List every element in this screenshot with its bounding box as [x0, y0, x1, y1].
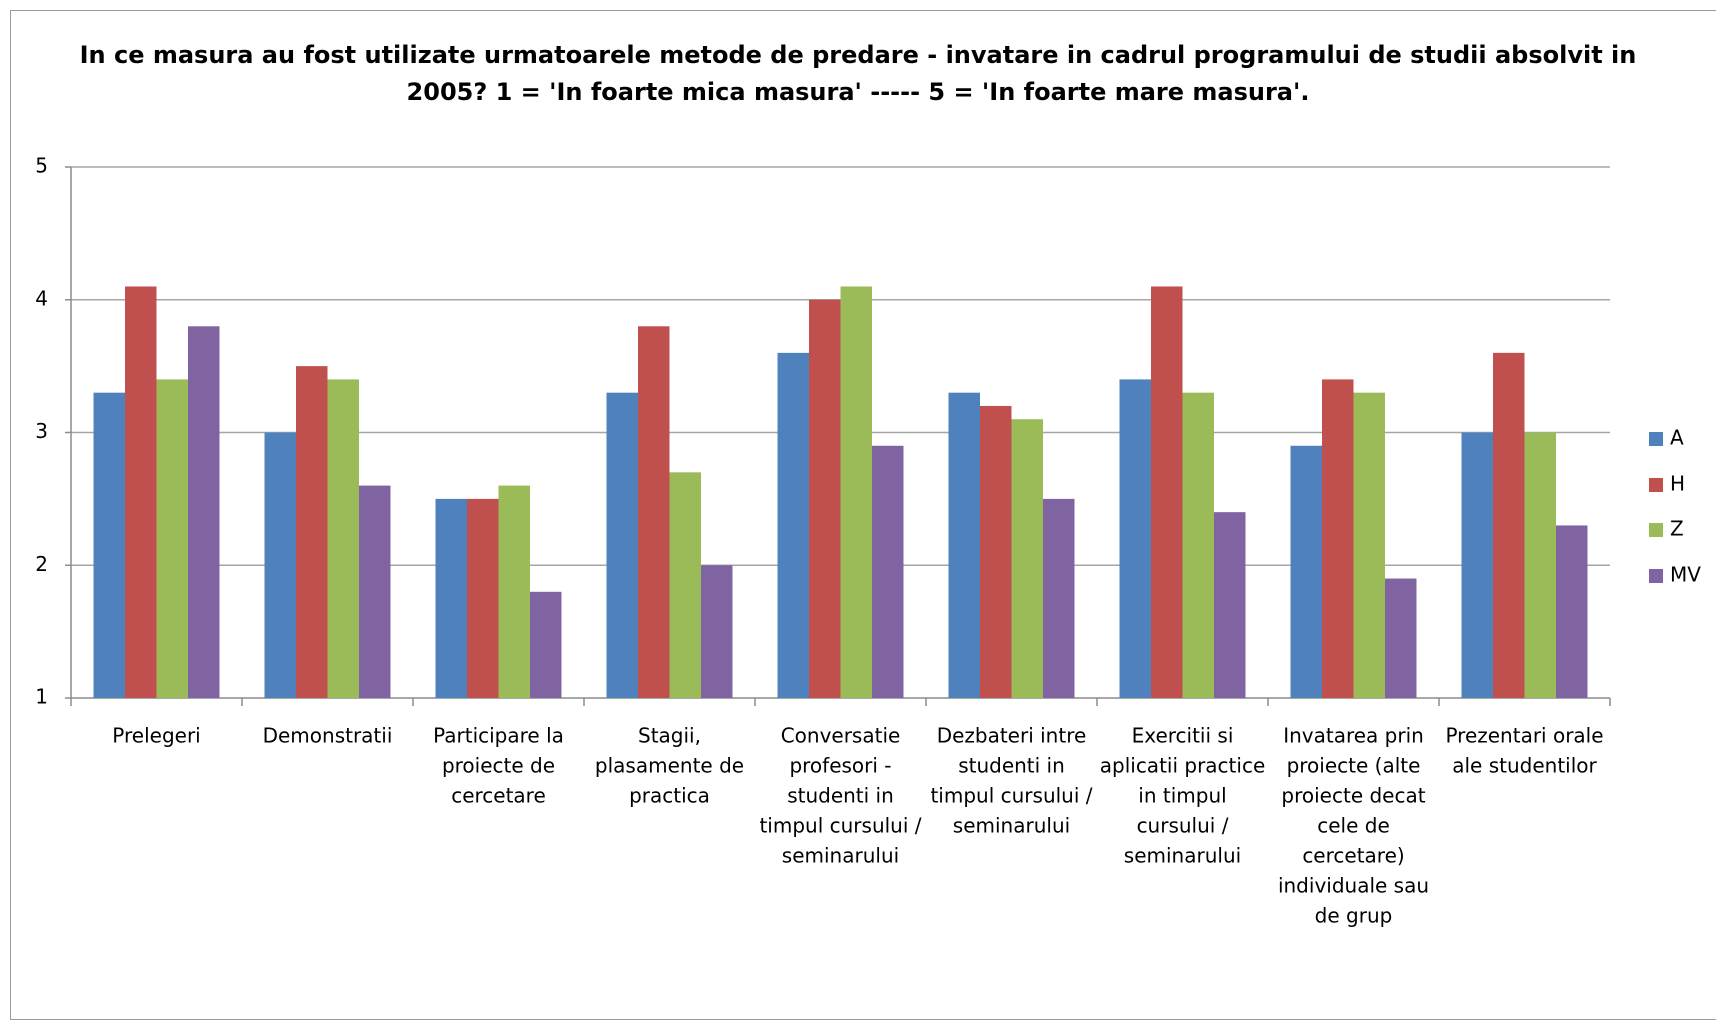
x-tick-label: cercetare) — [1302, 844, 1404, 868]
bar-a — [1461, 432, 1493, 698]
legend-label: Z — [1670, 517, 1684, 541]
y-tick-label: 3 — [35, 419, 48, 443]
x-tick-label: timpul cursului / — [759, 814, 921, 838]
x-tick-label: studenti in — [787, 784, 894, 808]
legend-label: A — [1670, 426, 1684, 450]
bar-h — [467, 498, 499, 698]
x-tick-label: Dezbateri intre — [937, 724, 1087, 748]
x-tick-label: seminarului — [1124, 844, 1241, 868]
legend-label: MV — [1670, 563, 1701, 587]
bar-mv — [1043, 498, 1075, 698]
x-tick-label: Prezentari orale — [1445, 724, 1603, 748]
bar-mv — [1556, 525, 1588, 698]
bar-a — [1290, 445, 1322, 698]
x-tick-label: proiecte decat — [1281, 784, 1425, 808]
x-tick-label: Stagii, — [638, 724, 701, 748]
y-tick-label: 5 — [35, 154, 48, 178]
x-tick-label: Exercitii si — [1132, 724, 1234, 748]
bar-a — [264, 432, 296, 698]
legend-swatch-mv — [1649, 569, 1663, 583]
x-tick-label: profesori - — [789, 754, 891, 778]
x-tick-label: ale studentilor — [1452, 754, 1597, 778]
x-tick-label: studenti in — [958, 754, 1065, 778]
x-tick-label: Participare la — [433, 724, 564, 748]
bar-h — [638, 326, 670, 698]
legend-swatch-a — [1649, 432, 1663, 446]
bar-mv — [188, 326, 220, 698]
bar-h — [125, 286, 157, 698]
bar-h — [1151, 286, 1183, 698]
bar-z — [498, 485, 530, 698]
bar-z — [1353, 392, 1385, 698]
y-tick-label: 4 — [35, 286, 48, 310]
bar-z — [327, 379, 359, 698]
x-tick-label: seminarului — [953, 814, 1070, 838]
chart-title-line: In ce masura au fost utilizate urmatoare… — [80, 41, 1637, 69]
legend-label: H — [1670, 472, 1685, 496]
chart-title-line: 2005? 1 = 'In foarte mica masura' ----- … — [407, 78, 1310, 106]
bar-h — [1493, 352, 1525, 698]
y-tick-label: 2 — [35, 552, 48, 576]
bar-mv — [530, 591, 562, 698]
bar-a — [606, 392, 638, 698]
x-tick-label: cursului / — [1137, 814, 1229, 838]
x-tick-label: proiecte de — [442, 754, 555, 778]
x-tick-label: practica — [629, 784, 710, 808]
x-tick-label: Demonstratii — [263, 724, 393, 748]
bar-z — [1182, 392, 1214, 698]
bar-h — [980, 405, 1012, 698]
x-tick-label: Prelegeri — [112, 724, 200, 748]
bar-mv — [1214, 512, 1246, 698]
legend-swatch-z — [1649, 523, 1663, 537]
x-tick-label: individuale sau — [1278, 874, 1429, 898]
bar-z — [1524, 432, 1556, 698]
bar-z — [156, 379, 188, 698]
bar-a — [93, 392, 125, 698]
bar-h — [1322, 379, 1354, 698]
bar-z — [1011, 419, 1043, 698]
bar-mv — [1385, 578, 1417, 698]
bar-z — [840, 286, 872, 698]
x-tick-label: cercetare — [451, 784, 546, 808]
bar-mv — [359, 485, 391, 698]
x-tick-label: plasamente de — [595, 754, 744, 778]
x-tick-label: de grup — [1315, 904, 1393, 928]
bar-mv — [701, 565, 733, 698]
x-tick-label: proiecte (alte — [1287, 754, 1421, 778]
bar-a — [948, 392, 980, 698]
bar-a — [777, 352, 809, 698]
bar-a — [435, 498, 467, 698]
bar-h — [296, 366, 328, 698]
x-tick-label: Conversatie — [781, 724, 901, 748]
y-tick-label: 1 — [35, 685, 48, 709]
x-tick-label: seminarului — [782, 844, 899, 868]
bar-h — [809, 299, 841, 698]
x-tick-label: cele de — [1317, 814, 1390, 838]
x-tick-label: Invatarea prin — [1283, 724, 1424, 748]
x-tick-label: aplicatii practice — [1100, 754, 1266, 778]
bar-mv — [872, 445, 904, 698]
x-tick-label: timpul cursului / — [930, 784, 1092, 808]
bar-a — [1119, 379, 1151, 698]
x-tick-label: in timpul — [1138, 784, 1226, 808]
bar-z — [669, 472, 701, 698]
legend-swatch-h — [1649, 478, 1663, 492]
